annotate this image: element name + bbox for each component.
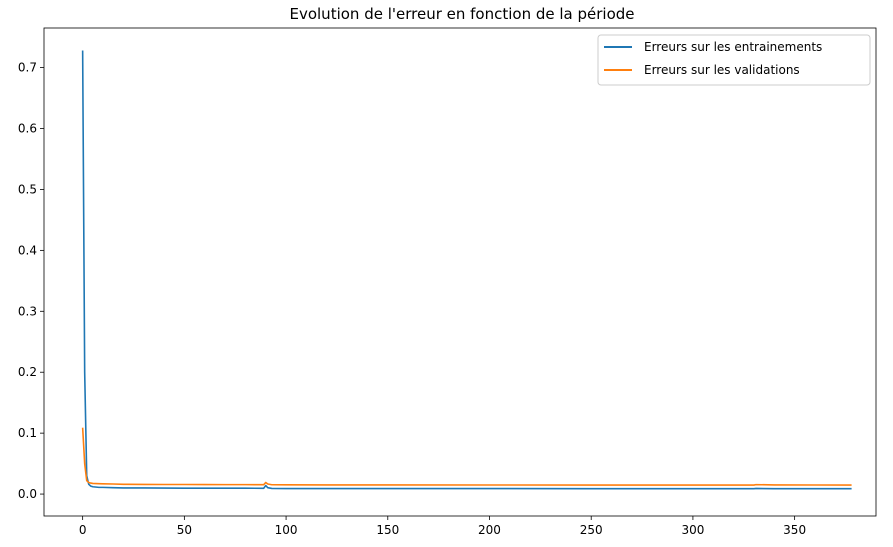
legend-label-entrainements: Erreurs sur les entrainements bbox=[644, 40, 822, 54]
y-tick-label: 0.6 bbox=[18, 122, 37, 136]
x-tick-label: 250 bbox=[580, 523, 603, 537]
y-tick-label: 0.0 bbox=[18, 487, 37, 501]
x-tick-label: 100 bbox=[275, 523, 298, 537]
plot-frame bbox=[43, 27, 877, 517]
x-tick-label: 350 bbox=[783, 523, 806, 537]
x-tick-label: 0 bbox=[79, 523, 87, 537]
legend: Erreurs sur les entrainements Erreurs su… bbox=[597, 34, 871, 86]
x-tick-label: 200 bbox=[478, 523, 501, 537]
series-line-entrainements bbox=[81, 50, 852, 490]
y-axis: 0.0 0.1 0.2 0.3 0.4 0.5 0.6 0.7 bbox=[18, 61, 44, 501]
x-tick-label: 50 bbox=[177, 523, 192, 537]
y-tick-label: 0.5 bbox=[18, 182, 37, 196]
chart-title: Evolution de l'erreur en fonction de la … bbox=[289, 5, 634, 23]
y-tick-label: 0.3 bbox=[18, 304, 37, 318]
y-tick-label: 0.2 bbox=[18, 365, 37, 379]
y-tick-label: 0.4 bbox=[18, 243, 37, 257]
plot-lines bbox=[81, 50, 852, 490]
y-tick-label: 0.1 bbox=[18, 426, 37, 440]
legend-box bbox=[597, 34, 871, 86]
y-tick-label: 0.7 bbox=[18, 61, 37, 75]
x-axis: 0 50 100 150 200 250 300 350 bbox=[79, 516, 806, 537]
x-tick-label: 300 bbox=[681, 523, 704, 537]
series-line-validations bbox=[81, 427, 852, 486]
x-tick-label: 150 bbox=[376, 523, 399, 537]
legend-label-validations: Erreurs sur les validations bbox=[644, 63, 800, 77]
